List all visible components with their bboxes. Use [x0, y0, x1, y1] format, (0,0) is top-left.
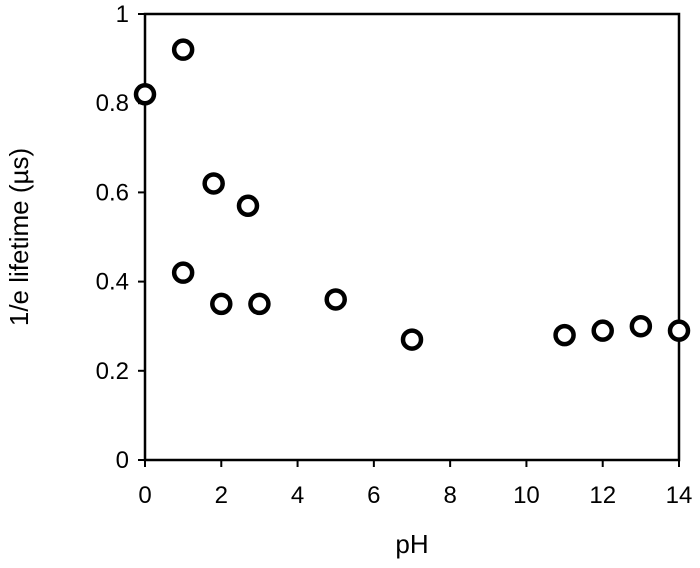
- y-tick-label: 0.8: [96, 90, 129, 117]
- y-tick-label: 0.4: [96, 269, 129, 296]
- data-point: [591, 319, 614, 342]
- x-tick-label: 0: [138, 482, 151, 509]
- data-point: [553, 323, 576, 347]
- data-point: [324, 288, 347, 311]
- x-axis-ticks: 0 2 4 6 8 10 12 14: [138, 460, 692, 509]
- data-point: [210, 292, 233, 316]
- data-point: [236, 194, 260, 218]
- data-point: [171, 261, 195, 284]
- data-point: [133, 83, 157, 106]
- y-tick-label: 0.6: [96, 179, 129, 206]
- x-tick-label: 2: [215, 482, 228, 509]
- x-tick-label: 8: [443, 482, 456, 509]
- y-tick-label: 1: [116, 1, 129, 28]
- y-axis-ticks: 0 0.2 0.4 0.6 0.8 1: [96, 1, 145, 474]
- x-tick-label: 10: [513, 482, 540, 509]
- plot-area: [143, 12, 681, 462]
- x-axis-label: pH: [395, 529, 428, 559]
- data-point: [400, 328, 424, 351]
- data-point: [248, 292, 271, 316]
- y-axis-label: 1/e lifetime (µs): [4, 148, 34, 326]
- x-tick-label: 6: [367, 482, 380, 509]
- data-point: [171, 38, 195, 61]
- data-point: [202, 172, 225, 195]
- data-points: [133, 38, 691, 351]
- y-tick-label: 0.2: [96, 358, 129, 385]
- data-point: [667, 319, 691, 342]
- data-point: [629, 314, 653, 338]
- x-tick-label: 14: [666, 482, 693, 509]
- x-tick-label: 12: [589, 482, 616, 509]
- y-tick-label: 0: [116, 447, 129, 474]
- x-tick-label: 4: [291, 482, 304, 509]
